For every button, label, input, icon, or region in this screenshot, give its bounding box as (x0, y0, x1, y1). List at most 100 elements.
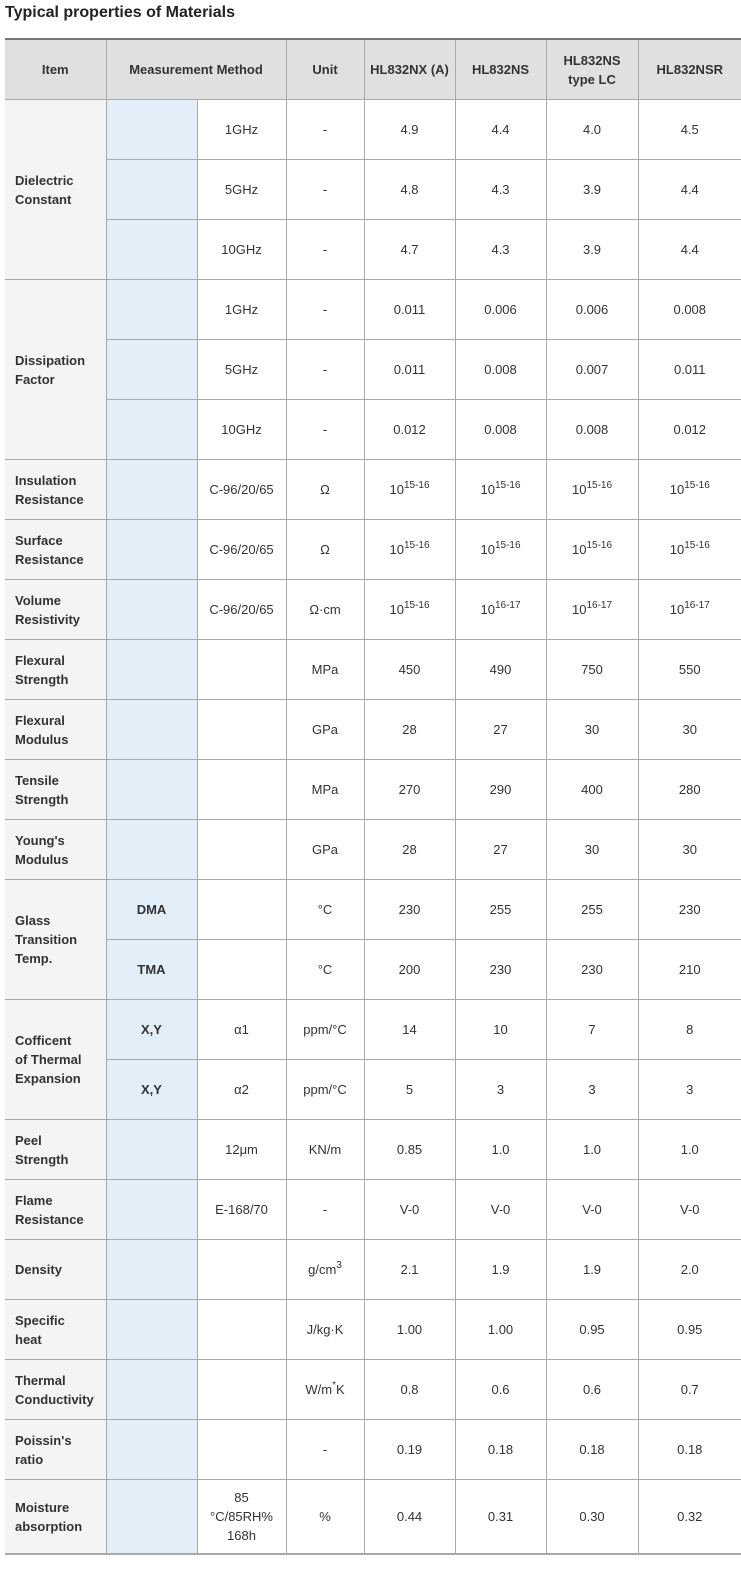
method-condition (105, 819, 198, 880)
header-row: Item Measurement Method Unit HL832NX (A)… (5, 38, 741, 100)
table-row: Tensile Strength MPa 270 290 400 280 (5, 759, 741, 820)
value-exponent: 3 (336, 1260, 342, 1271)
method-detail (196, 879, 287, 940)
value-cell: 0.006 (545, 279, 639, 340)
value-cell: 1.9 (545, 1239, 639, 1300)
value-cell: 1015-16 (454, 459, 547, 520)
value-cell: 30 (545, 699, 639, 760)
table-row: Flame Resistance E-168/70- V-0 V-0 V-0 V-0 (5, 1179, 741, 1240)
value-cell: 30 (545, 819, 639, 880)
unit-cell: Ω (285, 459, 365, 520)
value-cell: 3.9 (545, 219, 639, 280)
value-cell: 4.8 (363, 159, 456, 220)
value-cell: 400 (545, 759, 639, 820)
value-cell: 4.4 (637, 159, 741, 220)
method-condition: X,Y (105, 999, 198, 1060)
value-cell: 0.30 (545, 1479, 639, 1555)
method-detail: E-168/70 (196, 1179, 287, 1240)
value-cell: 0.44 (363, 1479, 456, 1555)
value-cell: 4.5 (637, 99, 741, 160)
value-tail: K (335, 1382, 345, 1397)
header-method: Measurement Method (105, 38, 287, 100)
table-row: Peel Strength 12μm KN/m 0.85 1.0 1.0 1.0 (5, 1119, 741, 1180)
method-detail: 1GHz (196, 279, 287, 340)
table-row: Dissipation Factor 1GHz -0.011 0.006 0.006 0.… (5, 279, 741, 460)
value-cell: 0.19 (363, 1419, 456, 1480)
value-cell: 28 (363, 699, 456, 760)
item-label: Specific heat (5, 1299, 107, 1360)
method-condition (105, 159, 198, 220)
value-cell: 0.31 (454, 1479, 547, 1555)
table-row: Poissin's ratio -0.19 0.18 0.18 0.18 (5, 1419, 741, 1480)
value-cell: 4.0 (545, 99, 639, 160)
method-detail (196, 1239, 287, 1300)
value-base: 10 (480, 542, 495, 557)
header-product: HL832NX (A) (363, 38, 456, 100)
value-exponent: 15-16 (586, 480, 613, 491)
value-base: 10 (480, 602, 495, 617)
item-label: Flexural Strength (5, 639, 107, 700)
method-condition (105, 1119, 198, 1180)
unit-cell: Ω·cm (285, 579, 365, 640)
method-detail: 10GHz (196, 399, 287, 460)
unit-cell: g/cm3 (285, 1239, 365, 1300)
value-cell: 28 (363, 819, 456, 880)
method-detail: C-96/20/65 (196, 579, 287, 640)
value-cell: 5 (363, 1059, 456, 1120)
method-detail (196, 819, 287, 880)
unit-cell: - (285, 159, 365, 220)
unit-cell: J/kg·K (285, 1299, 365, 1360)
unit-cell: - (285, 219, 365, 280)
value-cell: 0.6 (454, 1359, 547, 1420)
method-condition (105, 279, 198, 340)
value-cell: 280 (637, 759, 741, 820)
method-condition (105, 99, 198, 160)
method-detail: 1GHz (196, 99, 287, 160)
value-cell: 0.008 (637, 279, 741, 340)
method-condition (105, 339, 198, 400)
value-cell: 0.011 (363, 339, 456, 400)
value-cell: 0.8 (363, 1359, 456, 1420)
value-base: 10 (571, 482, 587, 497)
method-detail (196, 759, 287, 820)
value-cell: 0.95 (545, 1299, 639, 1360)
unit-cell: GPa (285, 699, 365, 760)
value-cell: 8 (637, 999, 741, 1060)
unit-cell: - (285, 279, 365, 340)
value-cell: 1.0 (637, 1119, 741, 1180)
value-cell: 290 (454, 759, 547, 820)
item-label: Glass Transition Temp. (5, 879, 107, 1000)
table-row: 10GHz -4.7 4.3 3.9 4.4 (5, 219, 741, 280)
table-row: Volume Resistivity C-96/20/65 Ω·cm 1015-16 1… (5, 579, 741, 640)
unit-cell: ppm/°C (285, 1059, 365, 1120)
value-cell: 0.008 (454, 399, 547, 460)
table-row: Cofficent of Thermal Expansion X,Y α1 ppm/°… (5, 999, 741, 1120)
value-cell: 1015-16 (363, 579, 456, 640)
method-condition (105, 399, 198, 460)
value-cell: 0.006 (454, 279, 547, 340)
method-detail: α1 (196, 999, 287, 1060)
value-cell: 230 (363, 879, 456, 940)
value-cell: 490 (454, 639, 547, 700)
method-detail: C-96/20/65 (196, 519, 287, 580)
table-row: Dielectric Constant 1GHz -4.9 4.4 4.0 4.5 (5, 99, 741, 280)
value-cell: 0.011 (637, 339, 741, 400)
method-condition (105, 1299, 198, 1360)
value-cell: 4.3 (454, 159, 547, 220)
value-exponent: 16-17 (494, 600, 521, 611)
value-cell: 0.008 (545, 399, 639, 460)
value-cell: 3 (454, 1059, 547, 1120)
method-condition (105, 579, 198, 640)
item-label: Surface Resistance (5, 519, 107, 580)
unit-cell: °C (285, 879, 365, 940)
item-label: Thermal Conductivity (5, 1359, 107, 1420)
table-row: Density g/cm3 2.1 1.9 1.9 2.0 (5, 1239, 741, 1300)
method-detail (196, 1359, 287, 1420)
page-title: Typical properties of Materials (5, 4, 235, 21)
value-cell: 1016-17 (545, 579, 639, 640)
table-row: Flexural Modulus GPa 28 27 30 30 (5, 699, 741, 760)
method-detail: 10GHz (196, 219, 287, 280)
value-exponent: 15-16 (684, 480, 710, 491)
unit-cell: % (285, 1479, 365, 1555)
table-row: 5GHz -0.011 0.008 0.007 0.011 (5, 339, 741, 400)
